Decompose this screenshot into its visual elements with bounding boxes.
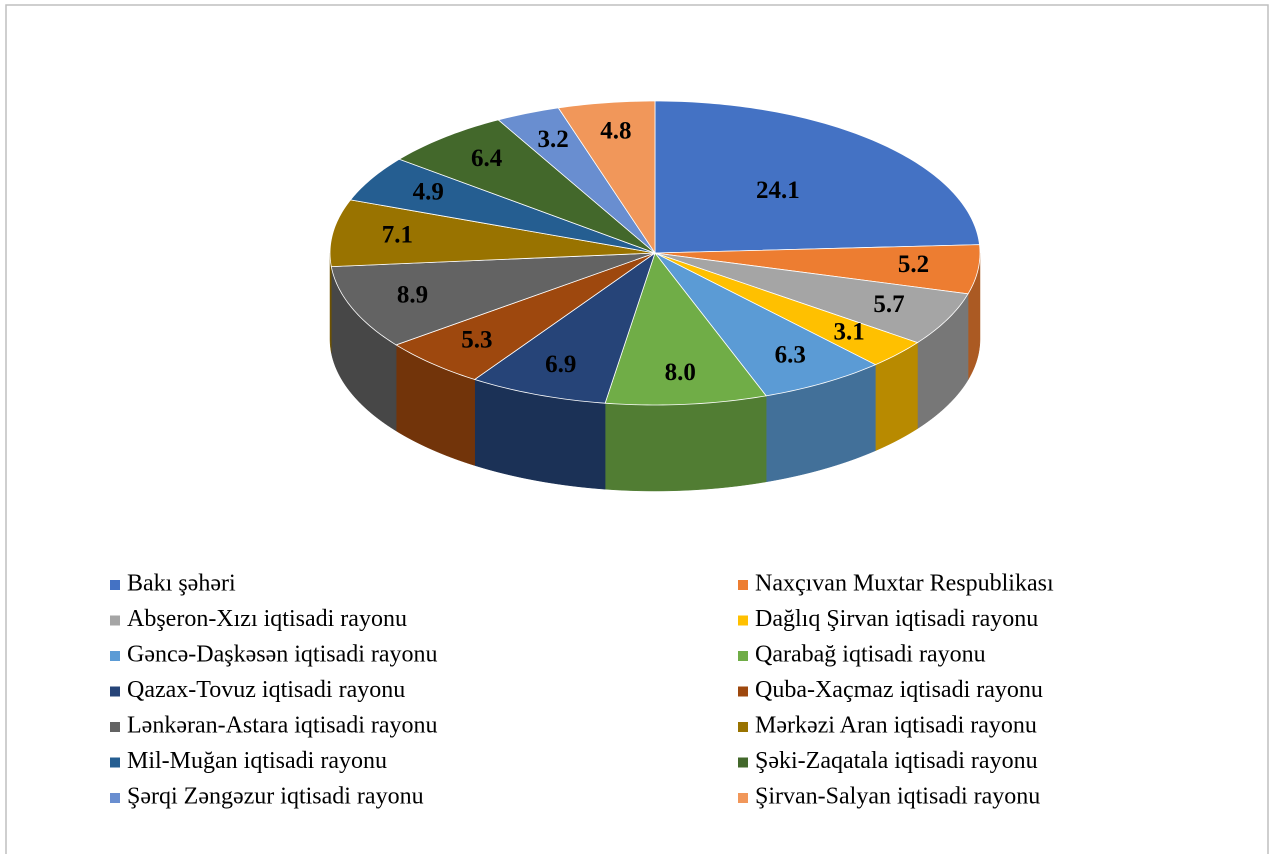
slice bbox=[654, 252, 969, 344]
value-label: 5.3 bbox=[461, 326, 492, 353]
slice bbox=[604, 252, 767, 406]
value-label: 6.4 bbox=[471, 145, 503, 172]
slice bbox=[330, 252, 656, 346]
value-label: 3.1 bbox=[833, 319, 864, 346]
value-label: 4.9 bbox=[413, 178, 444, 205]
legend-swatch bbox=[738, 686, 748, 697]
legend-swatch bbox=[738, 651, 748, 661]
legend-label: Mil-Muğan iqtisadi rayonu bbox=[127, 748, 387, 774]
legend-label: Şəki-Zaqatala iqtisadi rayonu bbox=[755, 748, 1038, 774]
legend-swatch bbox=[110, 651, 120, 661]
legend-swatch bbox=[110, 793, 120, 803]
legend-swatch bbox=[738, 580, 748, 590]
slice bbox=[349, 158, 656, 254]
legend-label: Qarabağ iqtisadi rayonu bbox=[755, 642, 986, 668]
slice bbox=[654, 252, 919, 366]
value-label: 5.2 bbox=[898, 251, 929, 278]
legend-swatch bbox=[110, 615, 120, 626]
slice bbox=[654, 100, 980, 254]
slice bbox=[395, 252, 656, 380]
slice bbox=[557, 100, 656, 255]
legend-label: Quba-Xaçmaz iqtisadi rayonu bbox=[755, 677, 1043, 703]
slice bbox=[654, 244, 981, 295]
legend-swatch bbox=[738, 722, 748, 732]
value-label: 8.9 bbox=[397, 282, 428, 309]
legend-label: Mərkəzi Aran iqtisadi rayonu bbox=[755, 713, 1037, 739]
slice bbox=[473, 251, 656, 404]
value-label: 4.8 bbox=[600, 118, 631, 145]
slice bbox=[497, 107, 656, 254]
value-label: 5.7 bbox=[873, 291, 904, 318]
legend-swatch bbox=[110, 580, 120, 590]
value-label: 24.1 bbox=[756, 177, 800, 204]
legend-label: Qazax-Tovuz iqtisadi rayonu bbox=[127, 677, 405, 703]
value-label: 8.0 bbox=[665, 359, 696, 386]
slice-side bbox=[329, 252, 332, 353]
value-label: 6.9 bbox=[545, 351, 576, 378]
legend-label: Şərqi Zəngəzur iqtisadi rayonu bbox=[127, 784, 424, 810]
legend-swatch bbox=[110, 686, 120, 697]
slice bbox=[329, 199, 656, 268]
slice-side bbox=[604, 395, 767, 492]
legend-label: Dağlıq Şirvan iqtisadi rayonu bbox=[755, 606, 1038, 632]
legend-swatch bbox=[110, 757, 120, 768]
legend-swatch bbox=[738, 793, 748, 803]
legend-label: Gəncə-Daşkəsən iqtisadi rayonu bbox=[127, 642, 438, 668]
legend-label: Lənkəran-Astara iqtisadi rayonu bbox=[127, 713, 438, 739]
slice bbox=[654, 252, 877, 397]
legend-label: Abşeron-Xızı iqtisadi rayonu bbox=[127, 606, 407, 632]
legend-label: Bakı şəhəri bbox=[127, 571, 236, 597]
legend-swatch bbox=[738, 757, 748, 768]
legend-label: Naxçıvan Muxtar Respublikası bbox=[755, 571, 1054, 597]
value-label: 7.1 bbox=[382, 222, 413, 249]
legend-label: Şirvan-Salyan iqtisadi rayonu bbox=[755, 784, 1040, 810]
value-label: 6.3 bbox=[775, 342, 806, 369]
slice bbox=[398, 119, 656, 254]
legend-swatch bbox=[738, 615, 748, 626]
value-label: 3.2 bbox=[538, 126, 569, 153]
legend-swatch bbox=[110, 722, 120, 732]
